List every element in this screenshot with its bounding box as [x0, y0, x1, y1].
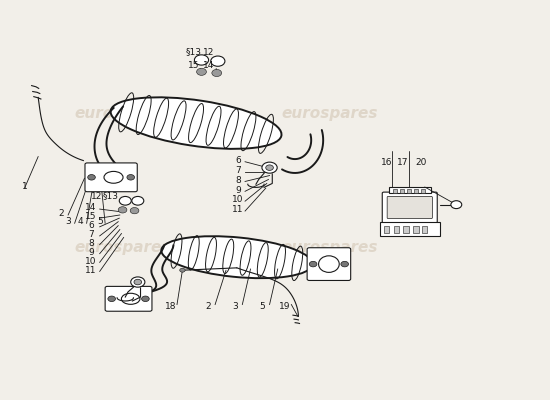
- Text: 4: 4: [78, 217, 84, 226]
- Circle shape: [196, 68, 206, 75]
- Bar: [422, 226, 427, 233]
- Text: 6: 6: [235, 156, 241, 165]
- Bar: [413, 226, 419, 233]
- Text: 3: 3: [65, 217, 71, 226]
- Text: eurospares: eurospares: [74, 240, 171, 255]
- Text: 8: 8: [235, 176, 241, 185]
- Text: 2: 2: [206, 302, 211, 311]
- Text: 1: 1: [21, 182, 28, 191]
- Circle shape: [262, 162, 277, 173]
- Text: 19: 19: [278, 302, 290, 311]
- Text: 15: 15: [85, 212, 97, 221]
- Circle shape: [180, 268, 185, 272]
- Text: 8: 8: [88, 239, 94, 248]
- Circle shape: [108, 296, 115, 302]
- Bar: [379, 222, 440, 236]
- Ellipse shape: [161, 236, 312, 278]
- FancyBboxPatch shape: [85, 163, 138, 192]
- Circle shape: [127, 174, 135, 180]
- Circle shape: [118, 207, 127, 213]
- Text: 12: 12: [91, 192, 102, 200]
- Text: 9: 9: [88, 248, 94, 256]
- Ellipse shape: [111, 97, 282, 149]
- Text: 10: 10: [85, 257, 97, 266]
- Circle shape: [341, 261, 349, 267]
- Text: 14: 14: [85, 203, 97, 212]
- Text: 11: 11: [232, 205, 244, 214]
- Text: 15: 15: [188, 61, 199, 70]
- Text: 7: 7: [88, 230, 94, 239]
- Text: eurospares: eurospares: [74, 106, 171, 121]
- Text: 12: 12: [204, 48, 215, 56]
- Circle shape: [309, 261, 317, 267]
- Circle shape: [194, 55, 208, 65]
- Text: 2: 2: [59, 209, 64, 218]
- Text: 6: 6: [88, 221, 94, 230]
- Bar: [394, 226, 399, 233]
- Text: 5: 5: [260, 302, 265, 311]
- FancyBboxPatch shape: [307, 248, 351, 280]
- Text: 14: 14: [204, 61, 215, 70]
- Circle shape: [211, 56, 225, 66]
- Circle shape: [130, 208, 139, 214]
- Text: 9: 9: [235, 186, 241, 195]
- Text: 3: 3: [233, 302, 238, 311]
- Bar: [404, 226, 409, 233]
- Bar: [400, 188, 404, 192]
- Bar: [407, 188, 411, 192]
- Text: §13: §13: [185, 48, 201, 56]
- Circle shape: [87, 174, 95, 180]
- Text: 11: 11: [85, 266, 97, 275]
- Bar: [393, 188, 397, 192]
- Text: eurospares: eurospares: [281, 240, 378, 255]
- Text: 7: 7: [235, 166, 241, 175]
- Bar: [421, 188, 425, 192]
- FancyBboxPatch shape: [105, 286, 152, 311]
- FancyBboxPatch shape: [382, 192, 437, 223]
- Text: 18: 18: [164, 302, 176, 311]
- Circle shape: [134, 279, 141, 285]
- Text: 17: 17: [397, 158, 409, 167]
- Circle shape: [451, 201, 462, 208]
- Text: 20: 20: [416, 158, 427, 167]
- Bar: [414, 188, 418, 192]
- Circle shape: [141, 296, 149, 302]
- Text: eurospares: eurospares: [281, 106, 378, 121]
- Circle shape: [266, 165, 273, 170]
- Text: §13: §13: [103, 192, 119, 200]
- Text: 16: 16: [381, 158, 392, 167]
- Circle shape: [119, 196, 131, 205]
- Circle shape: [212, 70, 222, 76]
- Circle shape: [131, 277, 145, 287]
- Circle shape: [132, 196, 144, 205]
- Text: 10: 10: [232, 196, 244, 204]
- Text: 5: 5: [97, 217, 102, 226]
- Bar: [389, 187, 431, 193]
- FancyBboxPatch shape: [387, 196, 432, 218]
- Bar: [384, 226, 389, 233]
